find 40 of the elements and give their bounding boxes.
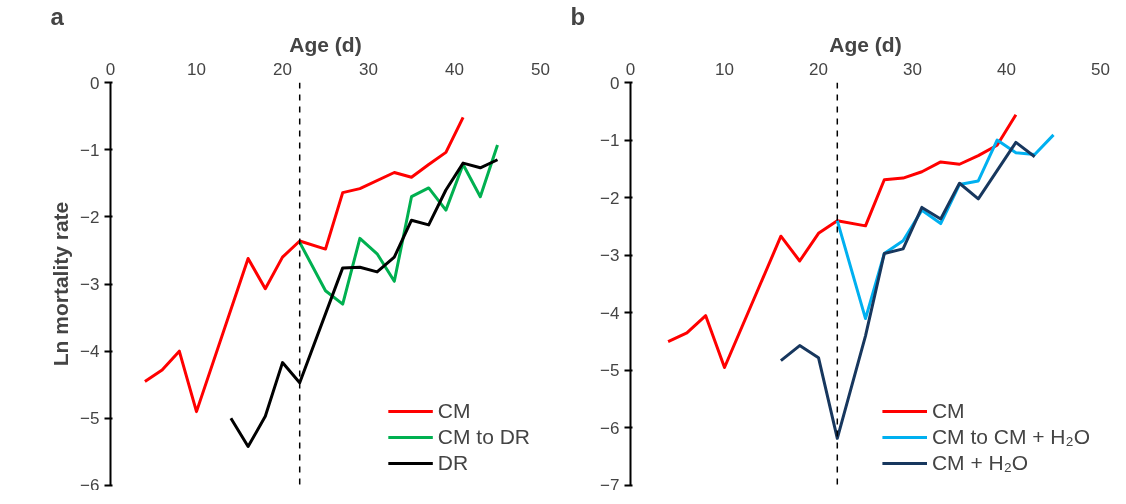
y-tick-label: −5 [80, 409, 100, 429]
y-tick-label: −2 [80, 207, 100, 227]
legend-label: CM + H₂O [931, 451, 1029, 475]
x-tick-label: 30 [359, 59, 378, 79]
y-tick-label: −1 [80, 140, 100, 160]
line-series [666, 113, 1018, 369]
x-tick-label: 40 [445, 59, 464, 79]
x-tick-label: 0 [105, 59, 116, 79]
x-tick-label: 0 [625, 59, 636, 79]
x-tick-label: 30 [903, 59, 922, 79]
x-axis-title: Age (d) [289, 32, 362, 56]
y-tick-label: −4 [600, 303, 620, 323]
x-tick-label: 20 [273, 59, 292, 79]
x-tick-label: 20 [809, 59, 828, 79]
y-tick-label: 0 [610, 73, 620, 93]
y-tick-label: 0 [90, 73, 100, 93]
legend-label: CM to CM + H₂O [931, 425, 1090, 449]
text: b [570, 2, 586, 30]
y-tick-label: −3 [80, 275, 100, 294]
y-tick-label: −6 [80, 475, 100, 495]
y-tick-label: −6 [600, 418, 620, 438]
y-tick-label: −4 [80, 342, 100, 362]
y-tick-label: −7 [600, 475, 620, 495]
y-tick-label: −1 [600, 131, 620, 151]
y-tick-label: −5 [600, 361, 620, 381]
text: a [50, 2, 65, 30]
legend-label: DR [437, 451, 469, 475]
y-tick-label: −3 [600, 246, 620, 266]
legend-label: CM to DR [437, 425, 530, 449]
line-series [298, 143, 499, 306]
x-tick-label: 10 [187, 59, 206, 79]
x-tick-label: 40 [997, 59, 1016, 79]
y-axis-title: Ln mortality rate [49, 201, 73, 367]
x-tick-label: 50 [531, 59, 550, 79]
y-tick-label: −2 [600, 188, 620, 208]
x-tick-label: 10 [715, 59, 734, 79]
x-axis-title: Age (d) [829, 32, 902, 56]
x-tick-label: 50 [1091, 59, 1110, 79]
legend-label: CM [931, 399, 965, 423]
legend-label: CM [437, 399, 471, 423]
